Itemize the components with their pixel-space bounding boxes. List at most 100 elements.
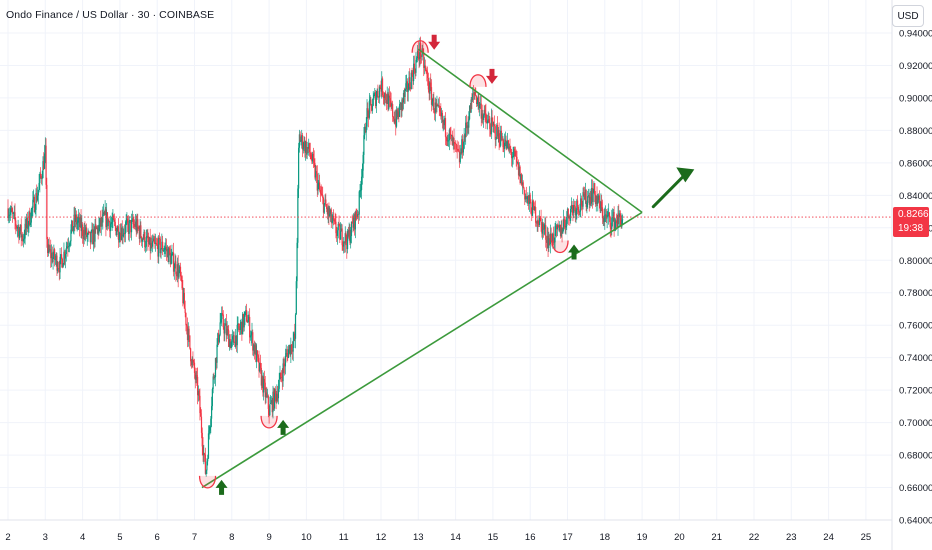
candle-body xyxy=(388,95,391,99)
candle-body xyxy=(107,219,109,227)
candle-body xyxy=(618,213,621,218)
x-tick-label: 7 xyxy=(192,532,197,543)
y-tick-label: 0.66000 xyxy=(899,483,932,494)
candle-body xyxy=(515,155,517,157)
candle-body xyxy=(278,379,280,389)
candle-body xyxy=(422,48,424,53)
x-tick-label: 15 xyxy=(488,532,499,543)
x-tick-label: 18 xyxy=(600,532,611,543)
candle-body xyxy=(542,223,545,230)
candle-body xyxy=(500,130,502,146)
candle-body xyxy=(113,215,115,220)
x-tick-label: 13 xyxy=(413,532,424,543)
candle-body xyxy=(512,156,514,158)
currency-button[interactable]: USD xyxy=(892,5,924,27)
candle-body xyxy=(155,243,158,245)
candle-body xyxy=(77,220,79,223)
candle-body xyxy=(502,139,504,148)
candle-body xyxy=(549,233,552,245)
candle-body xyxy=(298,134,301,148)
candle-body xyxy=(229,338,231,348)
candle-body xyxy=(391,104,393,107)
candle-body xyxy=(475,95,477,97)
candle-body xyxy=(500,130,503,141)
candle-body xyxy=(366,108,368,127)
candle-body xyxy=(580,198,582,210)
candle-body xyxy=(499,142,501,146)
candle-body xyxy=(434,102,436,113)
candle-body xyxy=(583,193,586,200)
candle-body xyxy=(127,223,130,234)
candle-body xyxy=(567,208,569,218)
candle-body xyxy=(225,323,227,336)
candle-body xyxy=(281,377,283,382)
candle-body xyxy=(206,461,208,471)
candle-body xyxy=(497,129,499,137)
candle-body xyxy=(234,342,236,347)
candle-body xyxy=(380,88,382,92)
candle-body xyxy=(442,120,444,123)
candle-body xyxy=(611,217,613,229)
candle-body xyxy=(115,226,117,236)
candle-body xyxy=(415,59,417,73)
candle-body xyxy=(489,122,491,130)
candle-body xyxy=(157,244,159,257)
candle-body xyxy=(543,228,545,230)
candle-body xyxy=(97,227,99,234)
candle-body xyxy=(20,224,22,238)
candle-body xyxy=(306,147,308,155)
candle-body xyxy=(311,159,313,162)
candle-body xyxy=(66,246,68,249)
candle-body xyxy=(204,454,206,474)
candle-body xyxy=(39,173,41,183)
candle-body xyxy=(104,209,106,215)
candle-body xyxy=(162,250,165,252)
candle-body xyxy=(90,231,92,243)
candle-body xyxy=(108,219,110,222)
candle-body xyxy=(301,135,304,150)
candle-body xyxy=(367,110,370,118)
candle-body xyxy=(585,189,587,208)
chart-grid xyxy=(0,0,892,521)
candle-body xyxy=(15,220,17,227)
candle-body xyxy=(221,313,223,320)
candle-body xyxy=(92,229,95,245)
candle-body xyxy=(357,214,360,215)
x-tick-label: 10 xyxy=(301,532,312,543)
candle-body xyxy=(82,224,84,236)
candle-body xyxy=(142,238,144,240)
candle-body xyxy=(48,244,50,251)
candle-body xyxy=(186,325,188,327)
candle-body xyxy=(413,63,416,71)
candle-body xyxy=(194,372,196,380)
candle-body xyxy=(289,345,291,355)
x-tick-label: 16 xyxy=(525,532,536,543)
candle-body xyxy=(597,200,599,204)
candle-body xyxy=(363,135,365,155)
candle-body xyxy=(360,176,363,190)
candle-body xyxy=(87,231,89,236)
candle-body xyxy=(404,89,406,97)
candle-body xyxy=(455,143,457,145)
candle-body xyxy=(566,216,568,226)
candle-body xyxy=(381,78,384,96)
candle-body xyxy=(274,388,276,394)
candle-body xyxy=(131,218,133,220)
candle-body xyxy=(384,93,386,99)
candle-body xyxy=(513,149,515,157)
time-axis[interactable]: 2 3 4 5 6 7 8 9 10 11 12 13 14 15 16 17 18 19 20 21 22 23 24 25 xyxy=(5,532,871,543)
candle-body xyxy=(284,355,287,367)
candle-body xyxy=(360,189,362,191)
candle-body xyxy=(249,316,251,338)
candle-body xyxy=(68,244,70,247)
candle-body xyxy=(608,212,610,215)
price-axis[interactable]: 0.94000 0.92000 0.90000 0.88000 0.86000 0.840… xyxy=(899,29,932,527)
candle-body xyxy=(458,151,461,163)
candle-body xyxy=(32,199,34,208)
candle-body xyxy=(253,344,255,354)
candle-body xyxy=(56,255,58,271)
candle-body xyxy=(359,190,361,192)
candle-body xyxy=(520,174,522,184)
candle-body xyxy=(390,100,392,107)
